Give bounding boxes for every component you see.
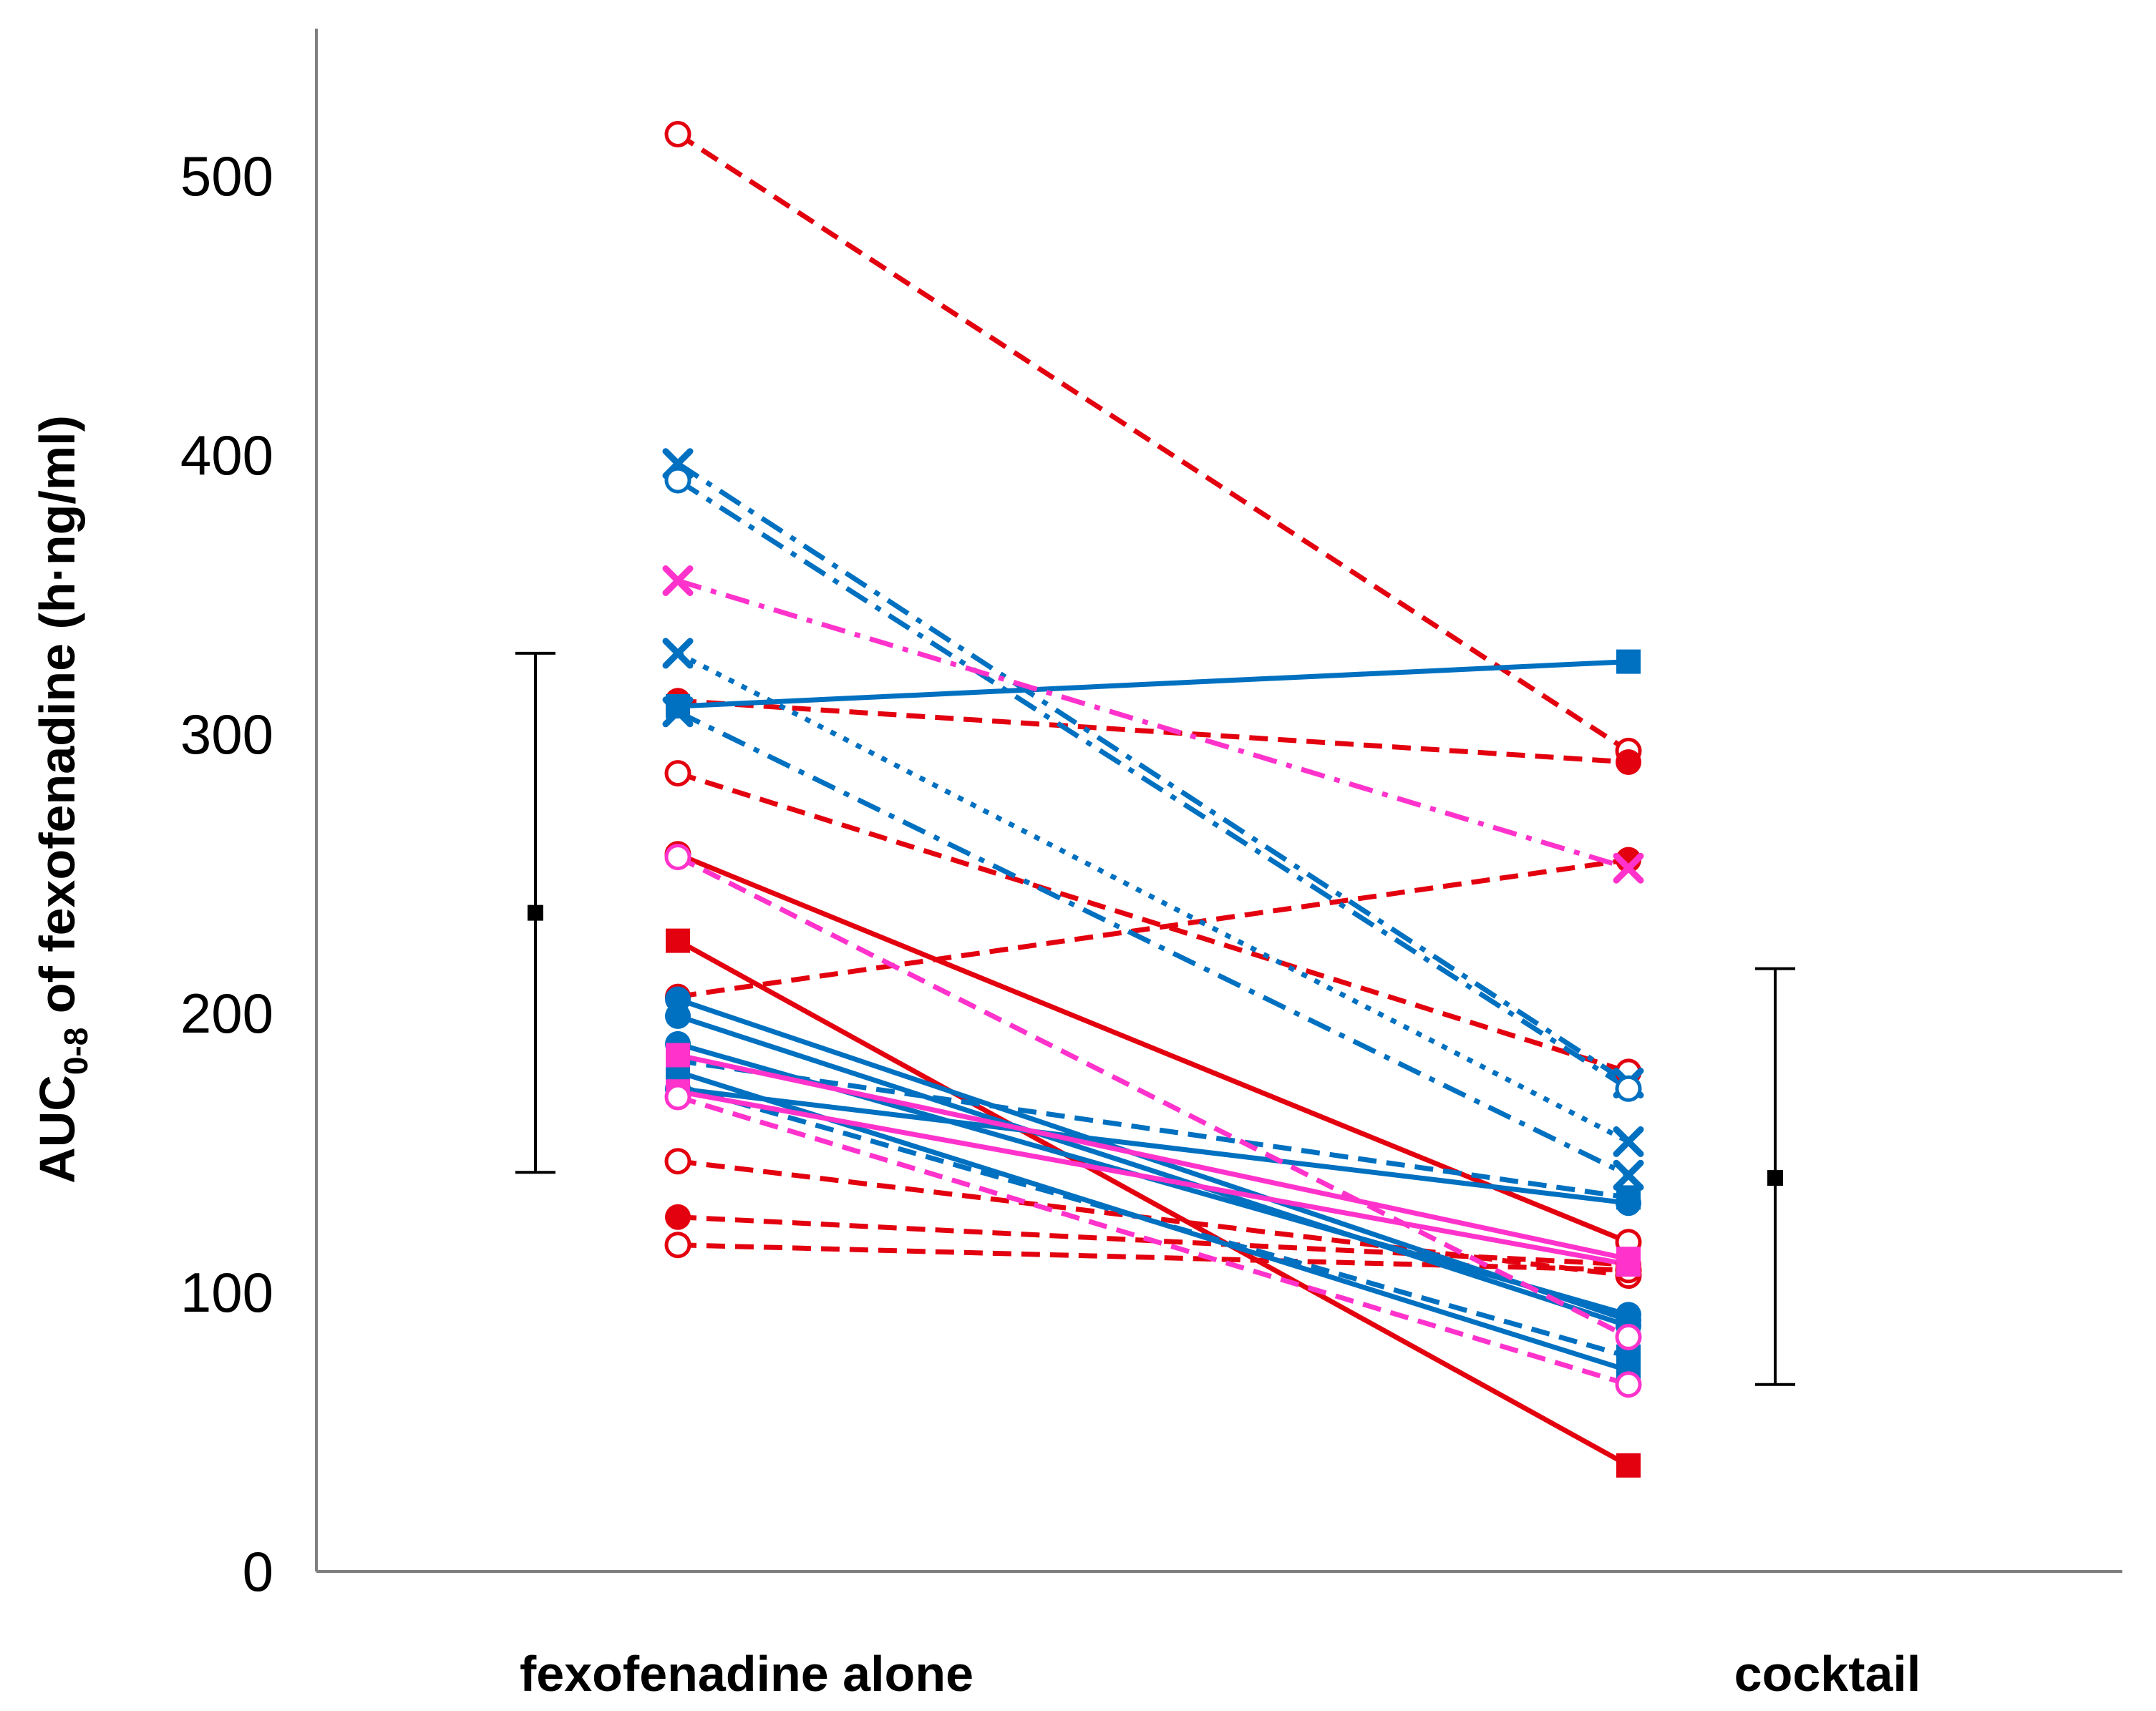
y-axis-title-main: AUC (29, 1075, 85, 1184)
series-markers (662, 121, 1644, 1478)
series-line (677, 1242, 1629, 1273)
y-tick-label: 500 (180, 145, 273, 208)
data-point-x (662, 638, 694, 669)
series-lines (676, 132, 1630, 1468)
y-tick-label: 0 (243, 1540, 273, 1603)
y-tick-label: 200 (180, 982, 273, 1045)
data-point-filled-circle (665, 1204, 691, 1230)
series-line (677, 857, 1629, 1000)
data-point-square (1616, 1252, 1641, 1277)
data-point-open-circle (664, 1232, 691, 1259)
series-line (676, 1094, 1630, 1388)
y-tick-label: 100 (180, 1261, 273, 1324)
data-point-filled-circle (1616, 1190, 1641, 1217)
data-point-open-circle (1615, 1323, 1642, 1350)
error-bar (515, 651, 555, 1174)
series-line (677, 698, 1629, 765)
y-tick-labels: 0 100 200 300 400 500 (180, 145, 273, 1603)
series-line (676, 461, 1630, 1086)
series-line (676, 1013, 1630, 1329)
data-point-open-circle (664, 121, 691, 147)
category-labels: fexofenadine alone cocktail (520, 1646, 1921, 1702)
category-label: cocktail (1734, 1646, 1921, 1702)
series-line (676, 771, 1630, 1075)
mean-marker (1767, 1170, 1783, 1186)
data-point-open-circle (664, 760, 691, 787)
data-point-filled-circle (1616, 1302, 1641, 1328)
series-line (677, 1083, 1629, 1360)
series-line (677, 659, 1629, 709)
series-line (677, 1058, 1629, 1200)
series-line (677, 1053, 1629, 1262)
mean-marker (528, 905, 543, 921)
y-axis-title: AUC0-8 of fexofenadine (h·ng/ml) (29, 415, 94, 1184)
series-line (676, 478, 1630, 1091)
data-point-open-circle (1615, 1075, 1642, 1102)
series-line (677, 1086, 1629, 1206)
data-point-x (1613, 852, 1644, 884)
data-point-open-circle (1615, 1371, 1642, 1398)
data-point-filled-circle (665, 1003, 691, 1029)
data-point-square (1616, 1453, 1641, 1478)
series-line (676, 650, 1630, 1144)
series-line (676, 852, 1630, 1245)
summary-error-bars (515, 651, 1795, 1386)
data-point-square (666, 928, 690, 953)
data-point-open-circle (664, 844, 691, 871)
data-point-x (662, 565, 694, 596)
error-bar (1755, 967, 1795, 1386)
series-line (676, 578, 1630, 871)
data-point-square (666, 1043, 690, 1068)
axes (315, 29, 2122, 1573)
y-tick-label: 400 (180, 424, 273, 487)
series-line (676, 938, 1630, 1468)
data-point-x (1613, 1159, 1644, 1191)
data-point-x (1613, 1126, 1644, 1157)
category-label: fexofenadine alone (520, 1646, 973, 1702)
series-line (677, 1088, 1629, 1267)
data-point-square (666, 694, 690, 718)
series-line (677, 1159, 1629, 1279)
data-point-square (1616, 649, 1641, 674)
data-point-open-circle (664, 1083, 691, 1111)
series-line (676, 854, 1630, 1340)
series-line (676, 997, 1630, 1323)
data-point-open-circle (664, 467, 691, 494)
y-axis-title-rest: of fexofenadine (h·ng/ml) (29, 415, 85, 1028)
y-tick-label: 300 (180, 703, 273, 766)
y-axis-title-subscript: 0-8 (57, 1028, 94, 1075)
data-point-filled-circle (1616, 749, 1641, 775)
data-point-open-circle (664, 1148, 691, 1175)
series-line (676, 132, 1630, 754)
